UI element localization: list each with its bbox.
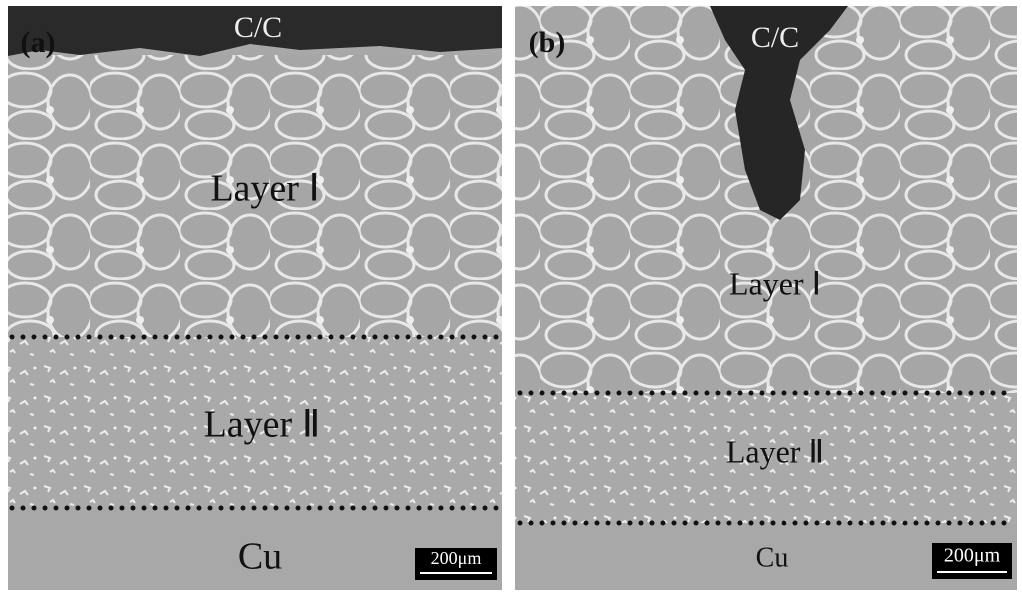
region-label: Layer Ⅱ — [204, 404, 321, 446]
region-label: Layer Ⅱ — [726, 433, 824, 469]
region-label: C/C — [234, 11, 282, 44]
region-label: Layer Ⅰ — [729, 265, 821, 301]
figure: (a) C/C Layer Ⅰ Layer Ⅱ Cu 200μm (b) C/C… — [0, 0, 1022, 594]
region-label: Cu — [238, 536, 282, 578]
region-label: Cu — [756, 542, 789, 573]
scale-label: 200μm — [431, 548, 482, 568]
panel-label: (b) — [529, 26, 566, 59]
panel-label: (a) — [21, 26, 56, 59]
panel-b: (b) C/C Layer Ⅰ Layer Ⅱ Cu 200μm — [515, 6, 1017, 590]
panel-a: (a) C/C Layer Ⅰ Layer Ⅱ Cu 200μm — [8, 6, 502, 590]
scale-label: 200μm — [944, 545, 1001, 567]
region-label: Layer Ⅰ — [210, 168, 319, 210]
region-label: C/C — [751, 21, 799, 54]
